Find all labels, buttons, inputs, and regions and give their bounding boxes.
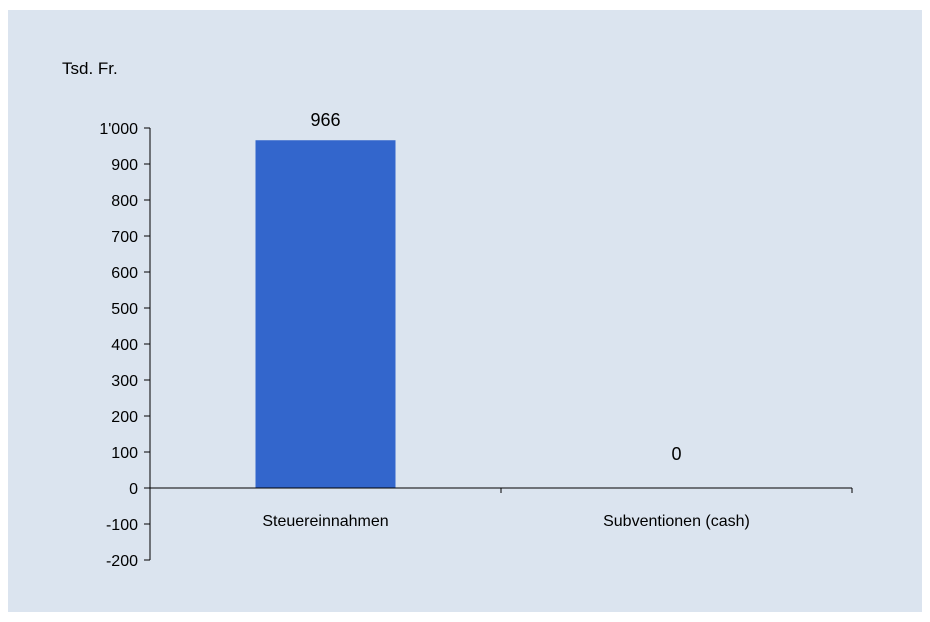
y-tick-label: 500 [111,301,138,318]
x-axis-ticks: Steuereinnahmen Subventionen (cash) [149,488,853,530]
bar [255,140,396,489]
bar-value-label: 966 [310,110,340,130]
y-tick-label: 300 [111,373,138,390]
chart-panel [8,10,922,612]
x-category-label: Steuereinnahmen [262,513,388,530]
y-axis-unit-label: Tsd. Fr. [62,59,118,78]
y-tick-label: 400 [111,337,138,354]
y-tick-label: 600 [111,265,138,282]
x-category-label: Subventionen (cash) [603,513,750,530]
y-tick-label: 0 [129,481,138,498]
axes [149,128,852,560]
bars [255,140,396,489]
y-tick-label: 1'000 [99,121,138,138]
y-tick-label: 700 [111,229,138,246]
y-tick-label: -100 [106,517,138,534]
bar-value-label: 0 [671,444,681,464]
y-tick-label: 800 [111,193,138,210]
y-axis-ticks: -200 -100 0 100 200 300 400 500 600 700 800 900 1'00… [99,121,150,570]
data-labels: 966 0 [310,110,681,464]
y-tick-label: 100 [111,445,138,462]
y-tick-label: -200 [106,553,138,570]
y-tick-label: 200 [111,409,138,426]
y-tick-label: 900 [111,157,138,174]
